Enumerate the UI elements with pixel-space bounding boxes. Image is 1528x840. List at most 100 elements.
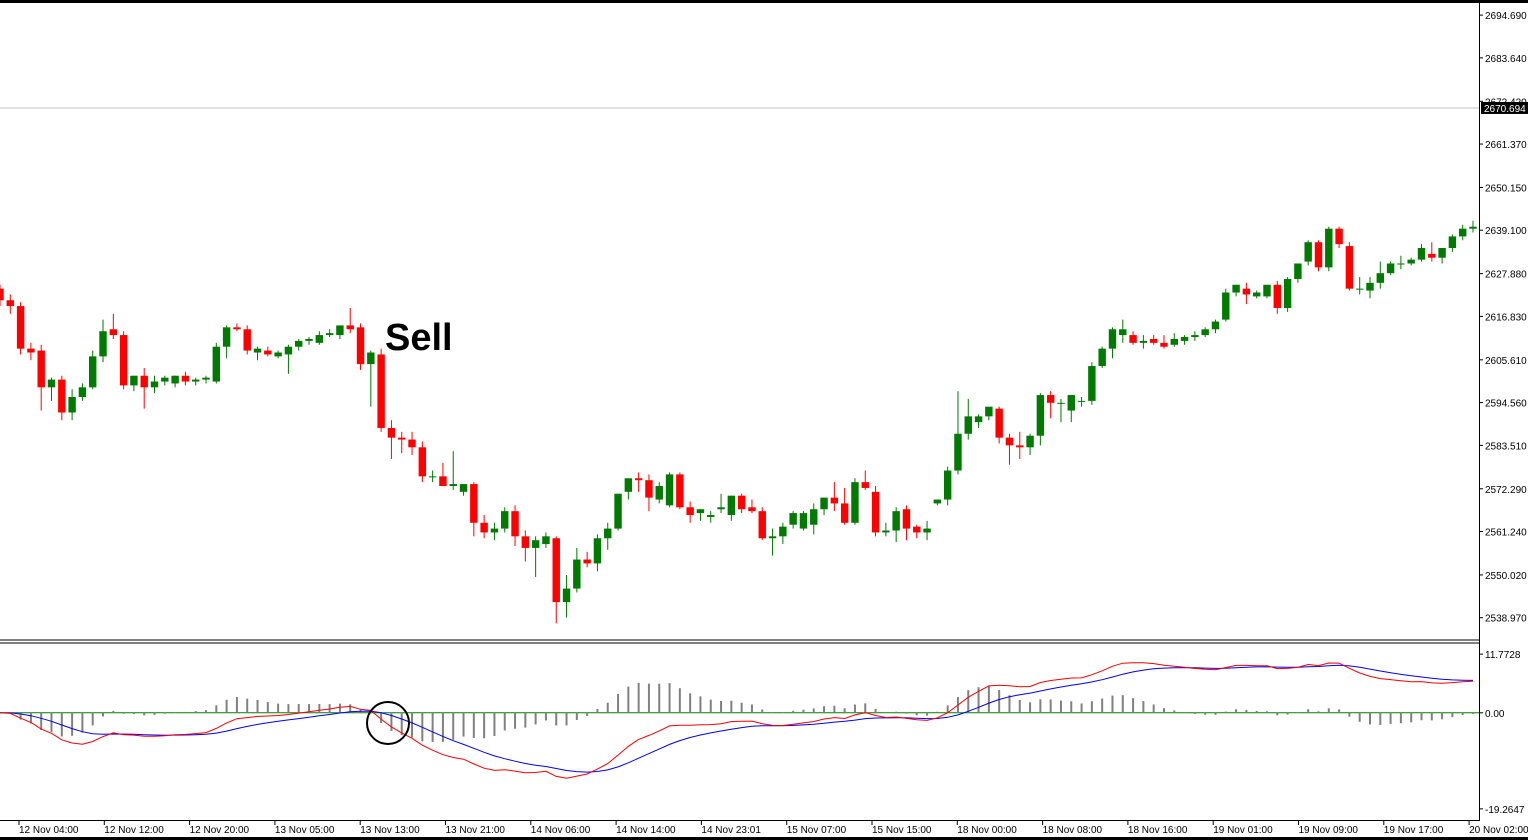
candle-body [119, 335, 128, 386]
candle-body [1036, 395, 1045, 436]
candle-body [109, 329, 118, 336]
candle-body [531, 540, 540, 548]
price-tick-label: 2639.100 [1485, 226, 1527, 237]
candle-body [1397, 263, 1405, 265]
candle-body [1026, 435, 1034, 448]
candle-body [779, 526, 787, 537]
price-tick-label: 2605.610 [1485, 356, 1527, 367]
price-tick-label: 2694.690 [1485, 11, 1527, 22]
time-tick-label: 14 Nov 23:01 [701, 825, 761, 836]
time-tick-label: 14 Nov 14:00 [616, 825, 676, 836]
current-price-label: 2670.694 [1484, 104, 1526, 115]
candle-body [264, 350, 272, 355]
candle-body [1304, 242, 1312, 262]
candle-body [6, 300, 15, 307]
candle-body [222, 327, 231, 347]
candle-body [964, 416, 972, 434]
time-tick-label: 15 Nov 15:00 [872, 825, 932, 836]
price-tick-label: 2661.370 [1485, 140, 1527, 151]
candle-body [1458, 228, 1467, 237]
candle-body [1077, 400, 1086, 402]
time-tick-label: 20 Nov 02:00 [1469, 825, 1528, 836]
candle-body [428, 476, 437, 478]
time-tick-label: 13 Nov 21:00 [446, 825, 506, 836]
candle-body [645, 480, 653, 498]
price-tick-label: 2594.560 [1485, 399, 1527, 410]
candle-body [634, 478, 643, 481]
time-tick-label: 12 Nov 20:00 [190, 825, 250, 836]
candle-body [27, 348, 35, 353]
candle-body [985, 406, 993, 417]
candle-body [140, 375, 148, 388]
candle-body [1180, 337, 1189, 341]
candle-body [583, 559, 591, 564]
candle-body [78, 387, 87, 398]
candle-body [1170, 338, 1178, 345]
time-tick-label: 19 Nov 01:00 [1213, 825, 1273, 836]
candle-body [233, 327, 241, 330]
candle-body [810, 509, 818, 525]
candle-body [367, 352, 375, 365]
candle-body [418, 447, 427, 477]
price-tick-label: 2550.020 [1485, 571, 1527, 582]
candle-body [1098, 348, 1106, 367]
candle-body [1160, 342, 1168, 347]
candle-body [614, 493, 622, 529]
candle-body [1088, 366, 1096, 401]
candle-body [1016, 445, 1024, 448]
candle-body [892, 511, 900, 531]
candle-body [377, 354, 385, 428]
candle-body [459, 484, 468, 492]
sell-annotation: Sell [385, 317, 453, 359]
candle-body [871, 491, 880, 533]
macd-tick-label: 11.7728 [1485, 650, 1521, 661]
candle-body [748, 507, 756, 512]
candle-body [655, 486, 663, 500]
candle-body [274, 352, 282, 357]
candle-body [202, 377, 210, 380]
candle-body [1417, 248, 1426, 260]
candle-body [1469, 226, 1477, 229]
candle-body [150, 381, 159, 388]
candle-body [449, 484, 457, 487]
price-tick-label: 2583.510 [1485, 441, 1527, 452]
candle-body [1046, 395, 1055, 403]
candle-body [1211, 321, 1220, 330]
candle-body [1005, 437, 1014, 446]
candle-body [943, 470, 952, 500]
price-tick-label: 2538.970 [1485, 614, 1527, 625]
candle-body [99, 331, 107, 357]
candle-body [1335, 228, 1343, 245]
candle-body [295, 340, 303, 347]
candle-body [521, 536, 530, 548]
candle-body [243, 329, 251, 351]
candle-body [1345, 246, 1354, 289]
candle-body [1314, 242, 1323, 268]
macd-tick-label: 0.00 [1485, 709, 1505, 720]
time-tick-label: 18 Nov 16:00 [1128, 825, 1188, 836]
top-border [0, 0, 1528, 3]
candle-body [1191, 335, 1199, 338]
candle-body [1428, 253, 1436, 258]
candle-body [192, 379, 200, 382]
price-tick-label: 2627.880 [1485, 270, 1527, 281]
candle-body [882, 530, 890, 533]
candle-body [758, 511, 766, 539]
candle-body [676, 474, 684, 508]
candle-body [954, 433, 962, 471]
candle-body [16, 306, 25, 349]
candle-body [861, 482, 869, 488]
candle-body [511, 511, 519, 537]
candle-body [593, 538, 602, 564]
candle-body [88, 356, 97, 388]
axes: 2694.6902683.6402672.4202661.3702650.150… [18, 11, 1528, 836]
candle-body [562, 588, 571, 603]
candle-body [1139, 340, 1148, 343]
candle-body [1407, 259, 1415, 264]
candle-body [253, 348, 262, 353]
time-tick-label: 12 Nov 12:00 [104, 825, 164, 836]
time-tick-label: 13 Nov 05:00 [275, 825, 335, 836]
candle-body [665, 474, 674, 506]
bottom-border [0, 837, 1528, 840]
candle-body [768, 536, 777, 539]
